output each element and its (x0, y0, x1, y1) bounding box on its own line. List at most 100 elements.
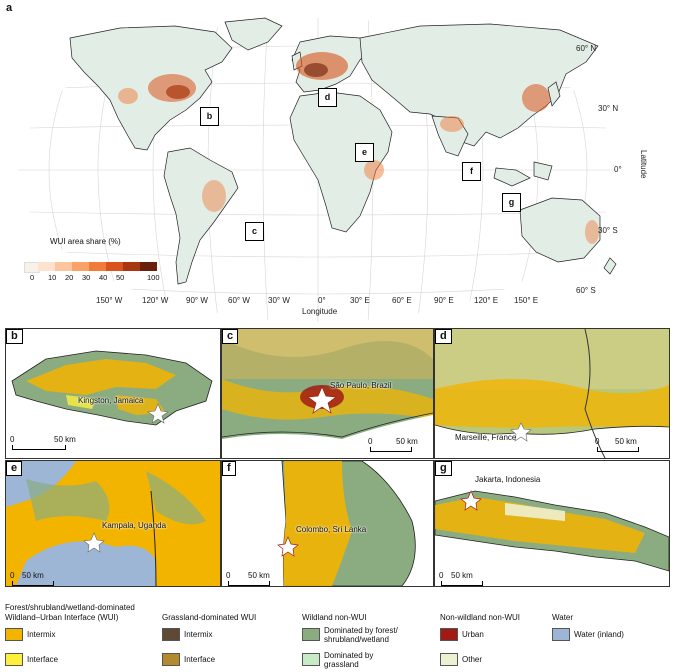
city-label-kampala: Kampala, Uganda (102, 521, 167, 530)
panel-d: d Marseille, France 0 50 km (434, 328, 670, 459)
x-axis-label: Longitude (302, 307, 338, 316)
lon-label-150e: 150° E (514, 296, 539, 305)
lon-label-60e: 60° E (392, 296, 412, 305)
panel-g-tag: g (435, 461, 452, 476)
scale-bar-c (370, 447, 412, 452)
legend-label-grass-intermix: Intermix (184, 630, 213, 639)
panel-g: g Jakarta, Indonesia 0 50 km (434, 460, 670, 587)
panel-b-tag: b (6, 329, 23, 344)
legend-label-wildland-forest: Dominated by forest/ shrubland/wetland (324, 626, 398, 644)
panel-f-tag: f (222, 461, 236, 476)
lat-label-0: 0° (614, 165, 622, 174)
scale-c-zero: 0 (368, 437, 373, 446)
scale-bar-f (228, 581, 270, 586)
lon-label-120w: 120° W (142, 296, 169, 305)
ramp-title: WUI area share (%) (50, 237, 121, 246)
legend-label-water: Water (inland) (574, 630, 624, 639)
ramp-cell-3 (72, 262, 89, 271)
lat-label-30s: 30° S (598, 226, 618, 235)
kingston-star-icon (147, 403, 169, 424)
ramp-tick-50: 50 (116, 273, 125, 282)
marseille-map (435, 329, 669, 458)
legend-swatch-other (440, 653, 458, 666)
lon-label-120e: 120° E (474, 296, 499, 305)
scale-g-50km: 50 km (451, 571, 473, 580)
kampala-star-icon (83, 532, 105, 553)
panel-c: c São Paulo, Brazil 0 50 km (221, 328, 434, 459)
scale-e-zero: 0 (10, 571, 15, 580)
legend-label-urban: Urban (462, 630, 484, 639)
city-label-colombo: Colombo, Sri Lanka (296, 525, 367, 534)
ramp-cell-4 (89, 262, 106, 271)
panel-b: b Kingston, Jamaica 0 50 km (5, 328, 221, 459)
scale-b-50km: 50 km (54, 435, 76, 444)
ramp-tick-100: 100 (147, 273, 160, 282)
scale-f-zero: 0 (226, 571, 231, 580)
y-axis-label: Latitude (639, 150, 648, 179)
ramp-tick-40: 40 (99, 273, 108, 282)
wui-hotspots (118, 52, 599, 244)
scale-b-zero: 0 (10, 435, 15, 444)
scale-bar-b (12, 445, 66, 450)
city-label-marseille: Marseille, France (455, 433, 517, 442)
legend-label-forest-intermix: Intermix (27, 630, 56, 639)
lat-label-60n: 60° N (576, 44, 597, 53)
ramp-tick-10: 10 (48, 273, 57, 282)
scale-d-zero: 0 (595, 437, 600, 446)
legend-label-grass-interface: Interface (184, 655, 216, 664)
scale-c-50km: 50 km (396, 437, 418, 446)
box-g[interactable]: g (502, 193, 521, 212)
scale-d-50km: 50 km (615, 437, 637, 446)
kampala-map (6, 461, 206, 586)
scale-g-zero: 0 (439, 571, 444, 580)
city-label-sao-paulo: São Paulo, Brazil (330, 381, 392, 390)
scale-e-50km: 50 km (22, 571, 44, 580)
lon-label-60w: 60° W (228, 296, 250, 305)
legend-title-nonwildland: Non-wildland non-WUI (440, 613, 521, 622)
panel-a-tag: a (6, 2, 13, 14)
lon-label-150w: 150° W (96, 296, 123, 305)
legend-swatch-forest-interface (5, 653, 23, 666)
legend-title-wildland: Wildland non-WUI (302, 613, 367, 622)
ramp-cell-2 (55, 262, 72, 271)
ramp-tick-0: 0 (30, 273, 35, 282)
ramp-cell-7 (140, 262, 157, 271)
legend-swatch-wildland-forest (302, 628, 320, 641)
marseille-star-icon (510, 422, 532, 442)
sao-paulo-star-icon (307, 386, 337, 414)
legend-swatch-urban (440, 628, 458, 641)
box-b[interactable]: b (200, 107, 219, 126)
legend-swatch-grass-intermix (162, 628, 180, 641)
box-f[interactable]: f (462, 162, 481, 181)
ramp-tick-20: 20 (65, 273, 74, 282)
lon-label-30e: 30° E (350, 296, 370, 305)
box-d[interactable]: d (318, 88, 337, 107)
legend-label-wildland-grass: Dominated by grassland (324, 651, 374, 669)
legend-title-forest-wui: Forest/shrubland/wetland-dominated Wildl… (5, 603, 135, 622)
jamaica-map (11, 350, 213, 426)
legend-swatch-wildland-grass (302, 653, 320, 666)
lon-label-0: 0° (318, 296, 326, 305)
continents (69, 17, 617, 285)
ramp-cell-1 (38, 262, 55, 271)
panel-e-tag: e (6, 461, 23, 476)
world-map (18, 17, 618, 322)
panel-f: f Colombo, Sri Lanka 0 50 km (221, 460, 434, 587)
scale-f-50km: 50 km (248, 571, 270, 580)
ramp-cell-5 (106, 262, 123, 271)
sao-paulo-map (222, 329, 433, 458)
jakarta-map (435, 490, 669, 572)
legend-label-other: Other (462, 655, 483, 664)
city-label-kingston: Kingston, Jamaica (78, 396, 144, 405)
ramp-cell-6 (123, 262, 140, 271)
lon-label-30w: 30° W (268, 296, 290, 305)
box-c[interactable]: c (245, 222, 264, 241)
city-label-jakarta: Jakarta, Indonesia (475, 475, 541, 484)
box-e[interactable]: e (355, 143, 374, 162)
lon-label-90w: 90° W (186, 296, 208, 305)
legend-swatch-forest-intermix (5, 628, 23, 641)
panel-c-tag: c (222, 329, 239, 344)
scale-bar-g (441, 581, 483, 586)
scale-bar-d (597, 447, 639, 452)
legend-title-water: Water (552, 613, 574, 622)
